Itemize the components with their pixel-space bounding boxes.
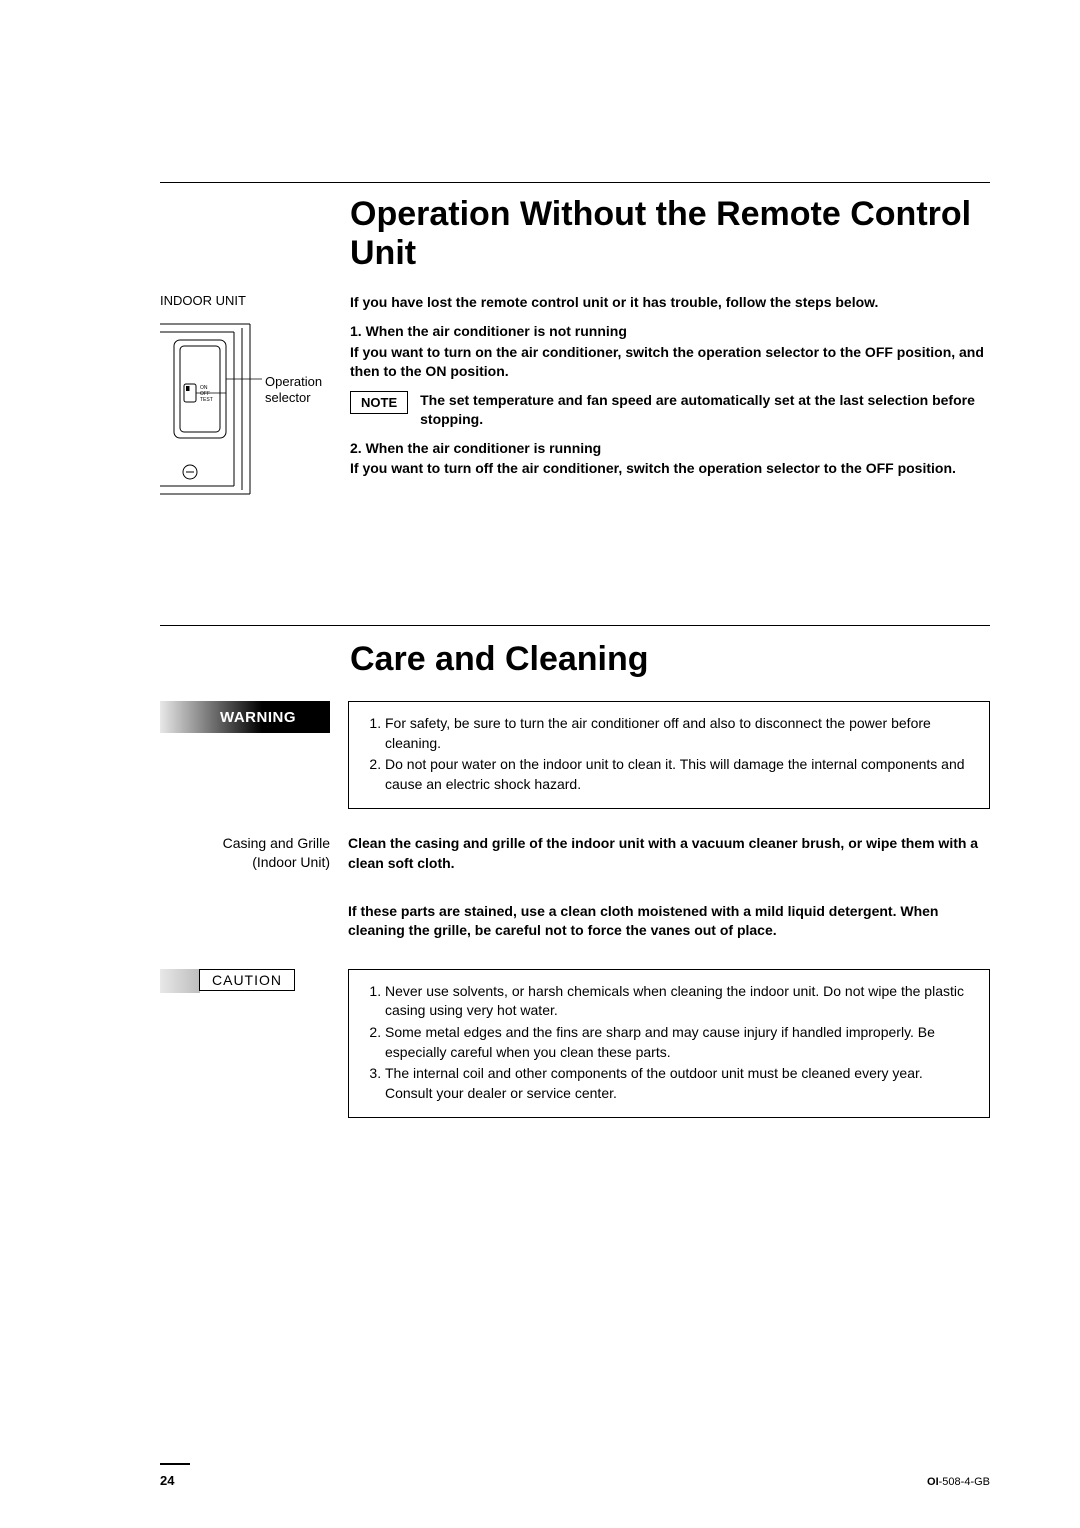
divider-top xyxy=(160,182,990,183)
casing-side-label: Casing and Grille (Indoor Unit) xyxy=(160,834,330,950)
warning-list: For safety, be sure to turn the air cond… xyxy=(365,714,973,794)
note-label: NOTE xyxy=(350,391,408,415)
section1-heading: Operation Without the Remote Control Uni… xyxy=(350,195,990,273)
doc-code-rest: -508-4-GB xyxy=(939,1476,990,1488)
casing-para1: Clean the casing and grille of the indoo… xyxy=(348,834,990,873)
casing-block: Casing and Grille (Indoor Unit) Clean th… xyxy=(160,834,990,950)
list-item: Never use solvents, or harsh chemicals w… xyxy=(385,982,973,1021)
note-box: NOTE The set temperature and fan speed a… xyxy=(350,391,990,429)
warning-label-text: WARNING xyxy=(160,709,296,726)
note-text: The set temperature and fan speed are au… xyxy=(420,391,990,429)
casing-para2: If these parts are stained, use a clean … xyxy=(348,902,990,941)
caution-label-text: CAUTION xyxy=(199,969,295,991)
warning-block: WARNING For safety, be sure to turn the … xyxy=(160,701,990,809)
page-number: 24 xyxy=(160,1473,174,1488)
indoor-unit-svg: ON OFF TEST xyxy=(160,314,330,504)
diagram-column: INDOOR UNIT xyxy=(160,293,350,504)
list-item: The internal coil and other components o… xyxy=(385,1064,973,1103)
casing-content: Clean the casing and grille of the indoo… xyxy=(348,834,990,950)
document-page: Operation Without the Remote Control Uni… xyxy=(0,0,1080,1528)
doc-code-bold: OI xyxy=(927,1476,939,1488)
casing-label-line1: Casing and Grille xyxy=(160,834,330,852)
item1-body: If you want to turn on the air condition… xyxy=(350,343,990,381)
indoor-unit-label: INDOOR UNIT xyxy=(160,293,350,308)
operation-selector-label: Operation selector xyxy=(265,374,345,405)
casing-label-line2: (Indoor Unit) xyxy=(160,853,330,871)
caution-list: Never use solvents, or harsh chemicals w… xyxy=(365,982,973,1104)
page-footer: 24 OI-508-4-GB xyxy=(160,1473,990,1488)
list-item: Some metal edges and the fins are sharp … xyxy=(385,1023,973,1062)
item2-title: 2. When the air conditioner is running xyxy=(350,439,990,458)
section1-intro: If you have lost the remote control unit… xyxy=(350,293,990,312)
item1-title: 1. When the air conditioner is not runni… xyxy=(350,322,990,341)
divider-mid xyxy=(160,625,990,626)
doc-code: OI-508-4-GB xyxy=(927,1476,990,1488)
switch-test-text: TEST xyxy=(200,397,213,403)
section1-body-row: INDOOR UNIT xyxy=(160,293,990,504)
section-operation-without-remote: Operation Without the Remote Control Uni… xyxy=(160,195,990,504)
item2-body: If you want to turn off the air conditio… xyxy=(350,459,990,478)
list-item: For safety, be sure to turn the air cond… xyxy=(385,714,973,753)
list-item: Do not pour water on the indoor unit to … xyxy=(385,755,973,794)
warning-label-box: WARNING xyxy=(160,701,330,733)
section-care-and-cleaning: Care and Cleaning WARNING For safety, be… xyxy=(160,640,990,1143)
caution-block: CAUTION Never use solvents, or harsh che… xyxy=(160,969,990,1119)
caution-label-wrap: CAUTION xyxy=(160,969,330,1119)
section2-heading: Care and Cleaning xyxy=(350,640,990,679)
warning-content: For safety, be sure to turn the air cond… xyxy=(348,701,990,809)
section1-text-column: If you have lost the remote control unit… xyxy=(350,293,990,488)
indoor-unit-diagram: ON OFF TEST Operation selector xyxy=(160,314,330,504)
caution-gradient xyxy=(160,969,200,993)
caution-content: Never use solvents, or harsh chemicals w… xyxy=(348,969,990,1119)
